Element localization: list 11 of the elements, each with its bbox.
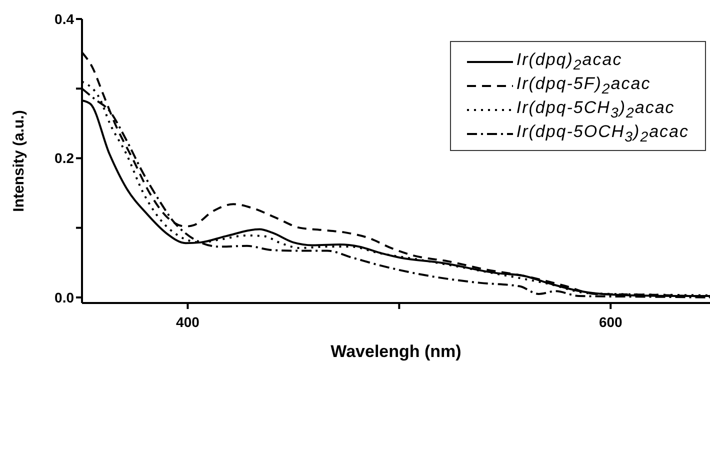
- x-tick-label: 600: [598, 314, 623, 330]
- y-tick-label: 0.0: [54, 289, 74, 306]
- legend-label: Ir(dpq-5CH$_{3}$)$_{2}$acac: [516, 98, 675, 122]
- legend-label: Ir(dpq)$_{2}$acac: [516, 50, 622, 74]
- legend-label: Ir(dpq-5OCH$_{3}$)$_{2}$acac: [516, 122, 689, 146]
- y-tick-label: 0.2: [54, 150, 74, 166]
- x-axis-title: Wavelengh (nm): [330, 342, 462, 361]
- y-axis-title: Intensity (a.u.): [10, 110, 28, 212]
- x-tick-label: 400: [176, 314, 200, 330]
- y-tick-label: 0.4: [54, 10, 74, 27]
- legend-label: Ir(dpq-5F)$_{2}$acac: [516, 74, 651, 98]
